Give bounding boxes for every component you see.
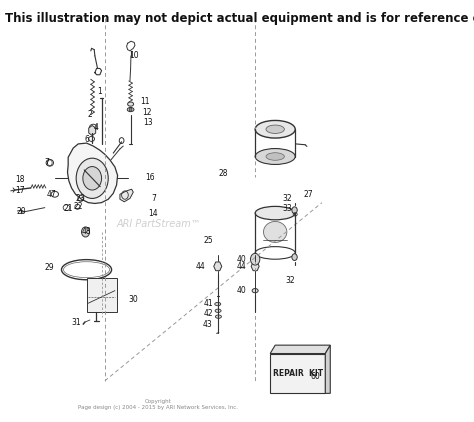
Text: 30: 30 <box>128 295 138 303</box>
Text: 12: 12 <box>142 108 151 117</box>
Text: 41: 41 <box>204 299 213 308</box>
Text: 44: 44 <box>237 262 246 271</box>
Text: 47: 47 <box>46 190 56 199</box>
Text: 7: 7 <box>44 158 49 167</box>
Text: 48: 48 <box>82 227 91 236</box>
Text: 4: 4 <box>94 123 99 132</box>
Ellipse shape <box>255 149 295 165</box>
Ellipse shape <box>215 303 221 306</box>
Text: 6: 6 <box>84 135 89 144</box>
Text: 14: 14 <box>148 208 158 218</box>
Text: 32: 32 <box>285 276 295 285</box>
Text: REPAIR  KIT: REPAIR KIT <box>273 369 323 378</box>
Text: 13: 13 <box>144 119 153 127</box>
Polygon shape <box>120 189 133 202</box>
Polygon shape <box>325 345 330 393</box>
Text: 32: 32 <box>282 194 292 203</box>
Ellipse shape <box>264 222 287 243</box>
Text: 7: 7 <box>151 194 156 203</box>
Text: 42: 42 <box>204 309 213 318</box>
Text: 20: 20 <box>17 206 26 216</box>
Ellipse shape <box>128 102 134 106</box>
Text: 23: 23 <box>75 194 85 203</box>
Circle shape <box>76 158 108 198</box>
Text: 25: 25 <box>204 236 213 245</box>
Ellipse shape <box>252 289 258 293</box>
Text: 2: 2 <box>88 110 92 119</box>
Bar <box>87 278 117 312</box>
Text: 60: 60 <box>310 372 320 381</box>
Text: 17: 17 <box>15 186 25 195</box>
Text: 28: 28 <box>219 169 228 178</box>
Ellipse shape <box>127 108 134 112</box>
Circle shape <box>292 207 297 214</box>
Text: ARI PartStream™: ARI PartStream™ <box>116 219 201 229</box>
Circle shape <box>83 167 101 190</box>
Text: 43: 43 <box>203 320 213 329</box>
Ellipse shape <box>215 315 221 318</box>
Polygon shape <box>214 262 222 271</box>
Circle shape <box>250 253 260 265</box>
Polygon shape <box>67 143 118 203</box>
Text: 40: 40 <box>237 286 246 295</box>
Circle shape <box>129 108 132 111</box>
Text: 22: 22 <box>73 202 83 211</box>
Text: 27: 27 <box>304 190 313 199</box>
Ellipse shape <box>255 120 295 138</box>
Text: 31: 31 <box>72 318 82 327</box>
Text: 16: 16 <box>145 173 155 182</box>
Circle shape <box>292 254 297 260</box>
Text: 11: 11 <box>140 97 150 106</box>
Text: 21: 21 <box>64 204 73 214</box>
Text: 33: 33 <box>282 204 292 214</box>
Text: 10: 10 <box>129 51 139 60</box>
Text: 40: 40 <box>237 255 246 264</box>
Ellipse shape <box>266 153 284 160</box>
Polygon shape <box>89 125 96 135</box>
Bar <box>270 354 325 393</box>
Ellipse shape <box>266 125 284 133</box>
Polygon shape <box>270 345 330 354</box>
Text: 44: 44 <box>195 262 205 271</box>
Text: 29: 29 <box>45 263 55 272</box>
Ellipse shape <box>215 309 221 312</box>
Ellipse shape <box>255 206 295 220</box>
Polygon shape <box>251 262 259 271</box>
Text: This illustration may not depict actual equipment and is for reference only!: This illustration may not depict actual … <box>5 12 474 25</box>
Circle shape <box>82 227 90 237</box>
Text: 18: 18 <box>15 175 25 184</box>
Text: 1: 1 <box>98 87 102 96</box>
Text: Copyright
Page design (c) 2004 - 2015 by ARI Network Services, Inc.: Copyright Page design (c) 2004 - 2015 by… <box>78 399 238 410</box>
